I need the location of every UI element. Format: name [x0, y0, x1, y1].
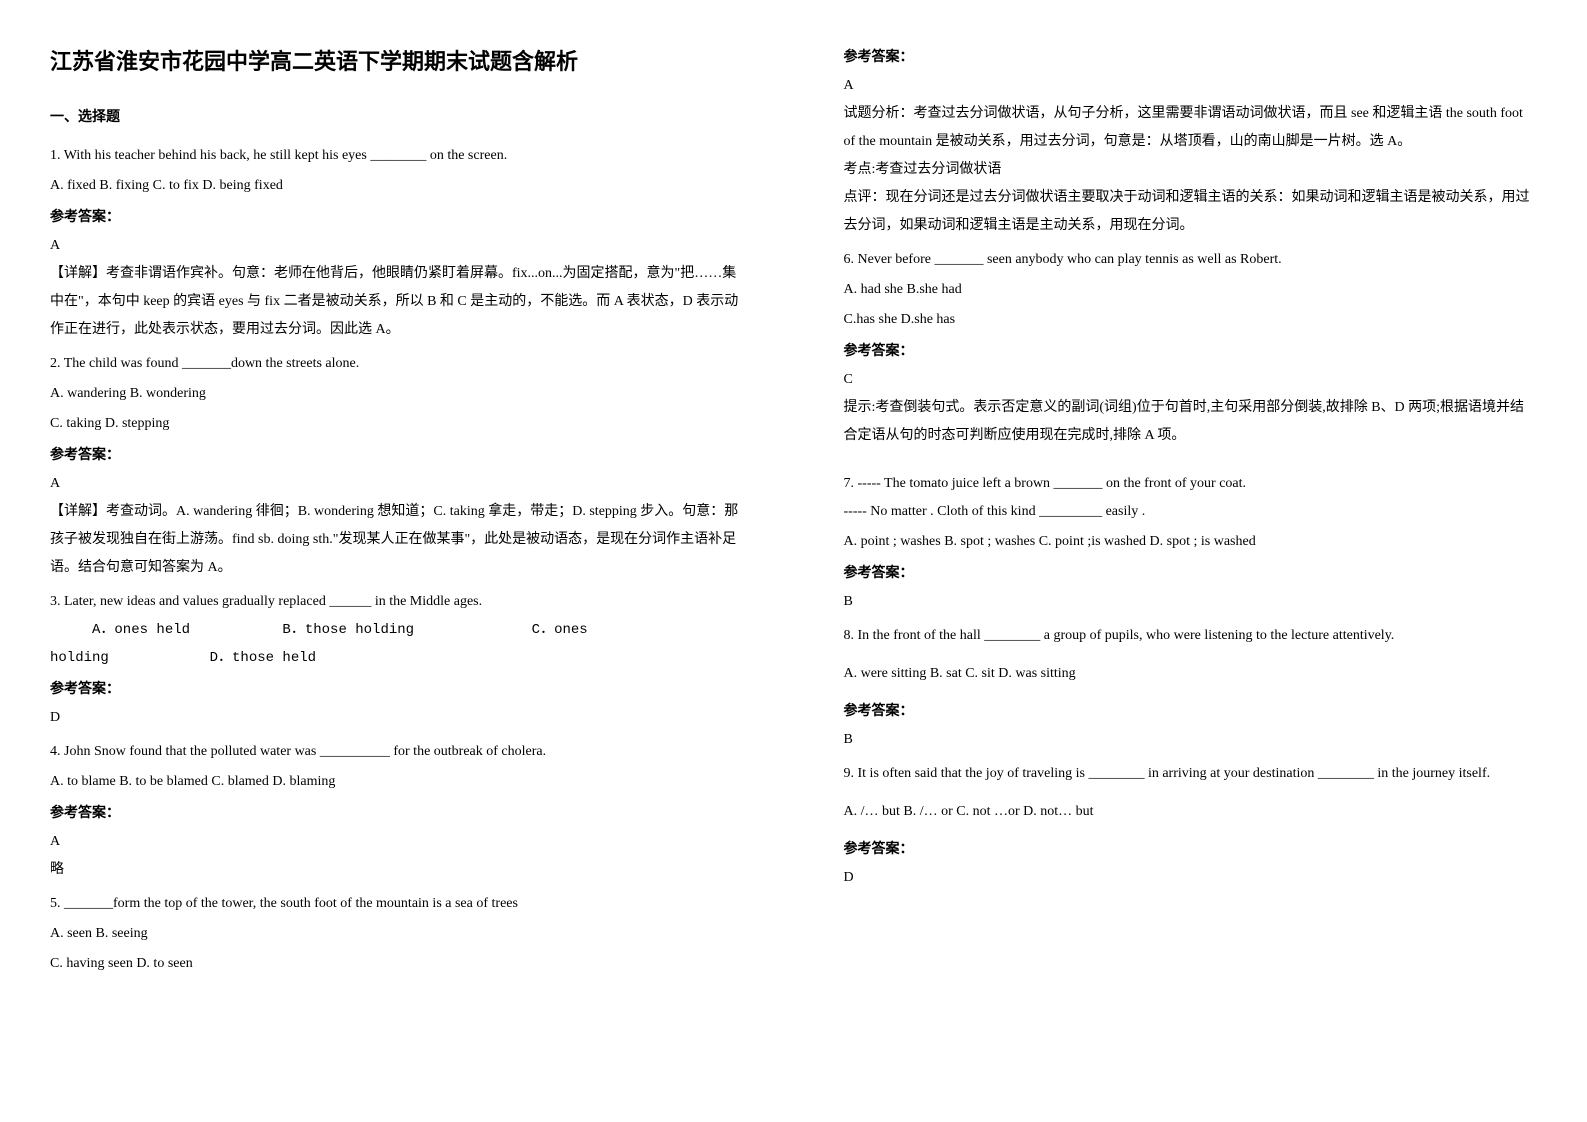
q1-explanation: 【详解】考查非谓语作宾补。句意：老师在他背后，他眼睛仍紧盯着屏幕。fix...o…: [50, 260, 744, 344]
q8-text: 8. In the front of the hall ________ a g…: [844, 622, 1538, 650]
q6-options-a: A. had she B.she had: [844, 276, 1538, 304]
q6-text: 6. Never before _______ seen anybody who…: [844, 246, 1538, 274]
q2-options-b: C. taking D. stepping: [50, 410, 744, 438]
q1-options: A. fixed B. fixing C. to fix D. being fi…: [50, 172, 744, 200]
q3-options-1: A．ones held B．those holding C．ones: [50, 616, 744, 644]
q9-answer: D: [844, 864, 1538, 892]
answer-label: 参考答案：: [844, 338, 1538, 366]
q3-text: 3. Later, new ideas and values gradually…: [50, 588, 744, 616]
q2-answer: A: [50, 470, 744, 498]
q5-exp1: 试题分析：考查过去分词做状语，从句子分析，这里需要非谓语动词做状语，而且 see…: [844, 100, 1538, 156]
answer-label: 参考答案：: [844, 560, 1538, 588]
q4-answer: A: [50, 828, 744, 856]
q2-explanation: 【详解】考查动词。A. wandering 徘徊；B. wondering 想知…: [50, 498, 744, 582]
q9-options: A. /… but B. /… or C. not …or D. not… bu…: [844, 798, 1538, 826]
q1-answer: A: [50, 232, 744, 260]
question-5: 5. _______form the top of the tower, the…: [50, 890, 744, 978]
q5-exp2: 考点:考查过去分词做状语: [844, 156, 1538, 184]
q6-options-b: C.has she D.she has: [844, 306, 1538, 334]
q4-text: 4. John Snow found that the polluted wat…: [50, 738, 744, 766]
q3-answer: D: [50, 704, 744, 732]
q7-text2: ----- No matter . Cloth of this kind ___…: [844, 498, 1538, 526]
question-1: 1. With his teacher behind his back, he …: [50, 142, 744, 344]
question-7: 7. ----- The tomato juice left a brown _…: [844, 470, 1538, 616]
q5-options-a: A. seen B. seeing: [50, 920, 744, 948]
answer-label: 参考答案：: [844, 698, 1538, 726]
answer-label: 参考答案：: [844, 44, 1538, 72]
q1-text: 1. With his teacher behind his back, he …: [50, 142, 744, 170]
section-header: 一、选择题: [50, 104, 744, 132]
answer-label: 参考答案：: [50, 204, 744, 232]
answerLabel: 参考答案：: [50, 800, 744, 828]
left-column: 江苏省淮安市花园中学高二英语下学期期末试题含解析 一、选择题 1. With h…: [0, 0, 794, 1122]
q8-options: A. were sitting B. sat C. sit D. was sit…: [844, 660, 1538, 688]
q5-exp3: 点评：现在分词还是过去分词做状语主要取决于动词和逻辑主语的关系：如果动词和逻辑主…: [844, 184, 1538, 240]
answer-label: 参考答案：: [50, 442, 744, 470]
q4-options: A. to blame B. to be blamed C. blamed D.…: [50, 768, 744, 796]
q3-options-2: holding D．those held: [50, 644, 744, 672]
q5-options-b: C. having seen D. to seen: [50, 950, 744, 978]
q2-text: 2. The child was found _______down the s…: [50, 350, 744, 378]
q8-answer: B: [844, 726, 1538, 754]
question-4: 4. John Snow found that the polluted wat…: [50, 738, 744, 884]
q4-explanation: 略: [50, 856, 744, 884]
question-6: 6. Never before _______ seen anybody who…: [844, 246, 1538, 450]
q9-text: 9. It is often said that the joy of trav…: [844, 760, 1538, 788]
q5-answer: A: [844, 72, 1538, 100]
answer-label: 参考答案：: [50, 676, 744, 704]
question-9: 9. It is often said that the joy of trav…: [844, 760, 1538, 892]
question-8: 8. In the front of the hall ________ a g…: [844, 622, 1538, 754]
question-2: 2. The child was found _______down the s…: [50, 350, 744, 582]
q7-text1: 7. ----- The tomato juice left a brown _…: [844, 470, 1538, 498]
q2-options-a: A. wandering B. wondering: [50, 380, 744, 408]
q5-text: 5. _______form the top of the tower, the…: [50, 890, 744, 918]
q6-explanation: 提示:考查倒装句式。表示否定意义的副词(词组)位于句首时,主句采用部分倒装,故排…: [844, 394, 1538, 450]
q7-answer: B: [844, 588, 1538, 616]
q7-options: A. point ; washes B. spot ; washes C. po…: [844, 528, 1538, 556]
page-title: 江苏省淮安市花园中学高二英语下学期期末试题含解析: [50, 40, 744, 84]
question-3: 3. Later, new ideas and values gradually…: [50, 588, 744, 732]
q6-answer: C: [844, 366, 1538, 394]
right-column: 参考答案： A 试题分析：考查过去分词做状语，从句子分析，这里需要非谓语动词做状…: [794, 0, 1587, 1122]
answer-label: 参考答案：: [844, 836, 1538, 864]
